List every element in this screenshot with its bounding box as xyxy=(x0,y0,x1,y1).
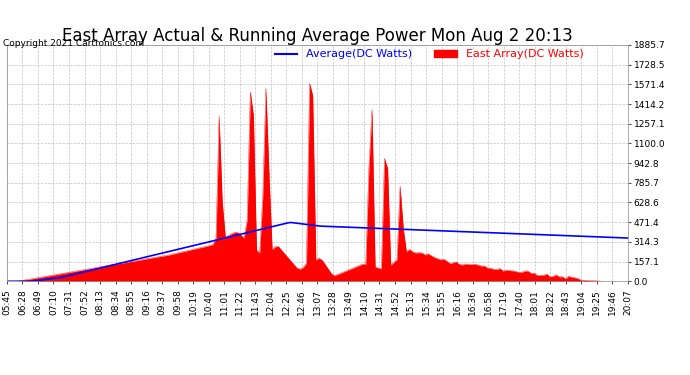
Title: East Array Actual & Running Average Power Mon Aug 2 20:13: East Array Actual & Running Average Powe… xyxy=(62,27,573,45)
Legend: Average(DC Watts), East Array(DC Watts): Average(DC Watts), East Array(DC Watts) xyxy=(270,45,588,64)
Text: Copyright 2021 Cartronics.com: Copyright 2021 Cartronics.com xyxy=(3,39,145,48)
